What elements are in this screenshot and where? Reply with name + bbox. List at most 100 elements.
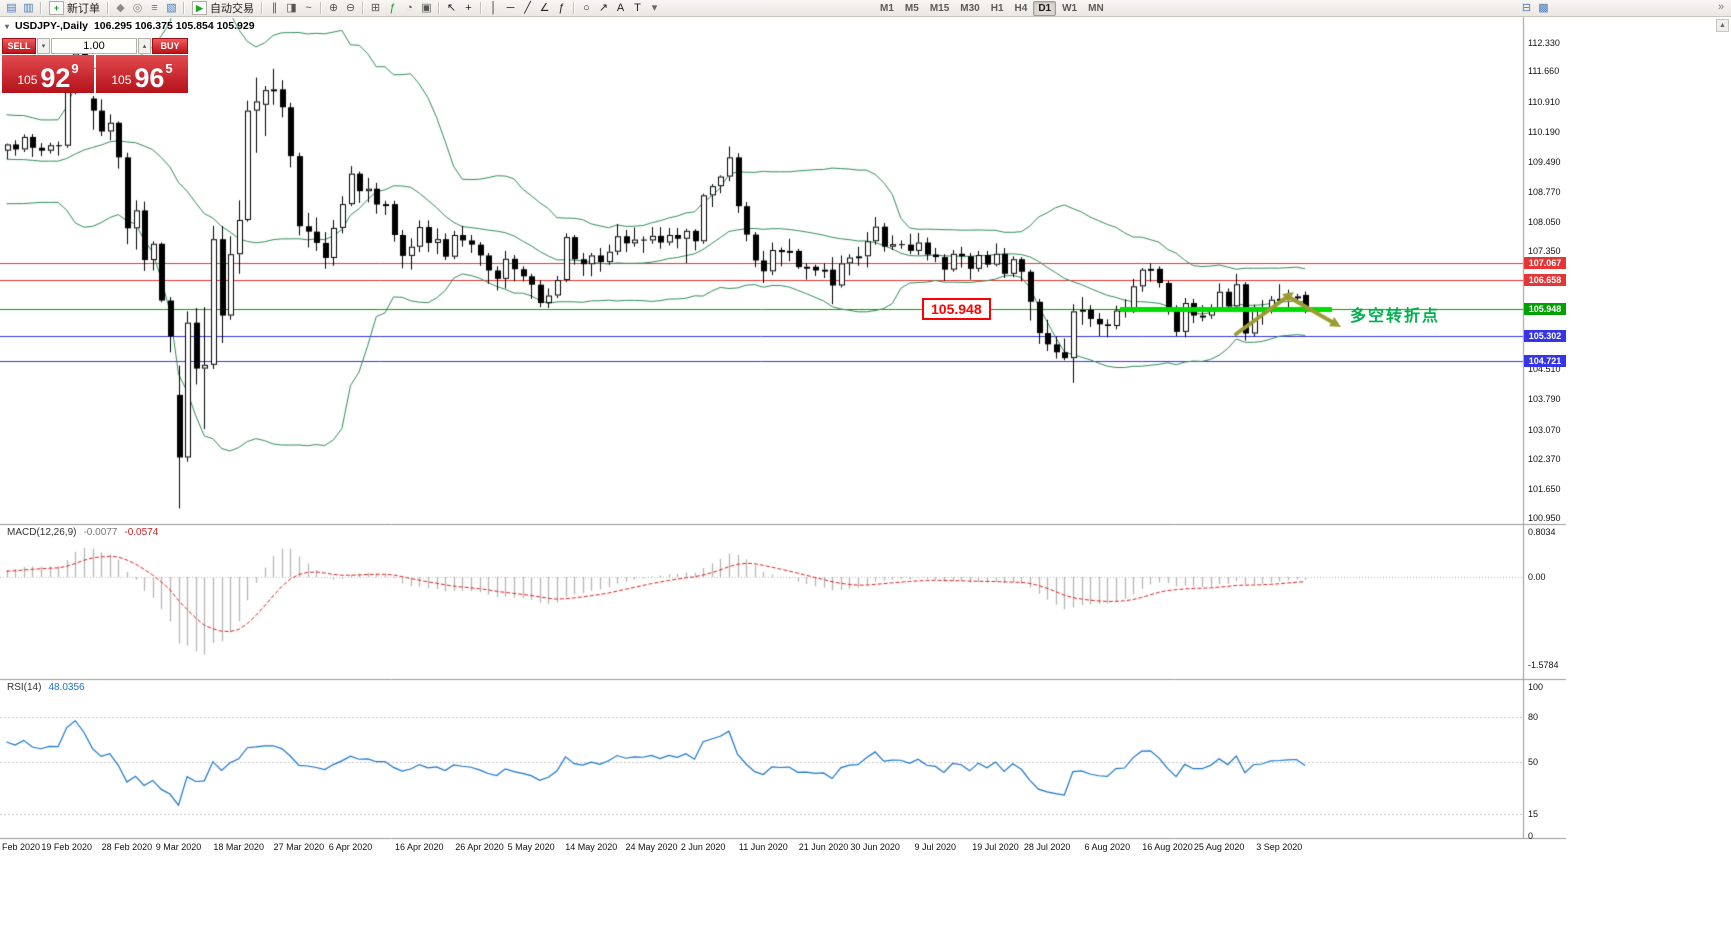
date-axis[interactable]: Feb 2020 19 Feb 2020 28 Feb 2020 9 Mar 2020… <box>0 839 1523 855</box>
equidistant-channel-icon[interactable]: ∠ <box>539 1 550 14</box>
toolbar-right-icons: ⊟ ▩ <box>1518 1 1552 16</box>
toolbar-overflow-icon[interactable]: » <box>1717 1 1725 13</box>
date-axis-label: 24 May 2020 <box>625 842 678 852</box>
buy-button[interactable]: BUY <box>152 38 188 54</box>
rsi-axis-label: 15 <box>1528 808 1539 819</box>
buy-price-button[interactable]: 105 96 5 <box>96 55 188 93</box>
window-cascade-icon[interactable]: ▩ <box>1538 2 1549 14</box>
price-axis-label: 109.490 <box>1528 156 1561 167</box>
vertical-line-icon[interactable]: │ <box>490 1 497 14</box>
timeframe-button-M15[interactable]: M15 <box>929 3 950 14</box>
date-axis-label: 30 Jun 2020 <box>850 842 900 852</box>
trendline-icon[interactable]: ╱ <box>524 1 531 14</box>
periods-icon[interactable]: ◔ <box>406 1 413 14</box>
price-axis-label: 112.330 <box>1528 38 1560 48</box>
buy-price-point: 5 <box>165 61 173 76</box>
timeframe-button-H4[interactable]: H4 <box>1014 3 1028 14</box>
price-axis-label: 101.650 <box>1528 483 1561 494</box>
buy-price-pips: 96 <box>134 63 165 94</box>
objects-list-icon[interactable]: ▾ <box>651 1 658 14</box>
fibonacci-icon[interactable]: ƒ <box>558 1 565 14</box>
timeframe-button-M5[interactable]: M5 <box>904 3 919 14</box>
autotrading-button[interactable]: ▶ 自动交易 <box>188 1 258 16</box>
zoom-out-icon[interactable]: ⊖ <box>345 1 356 14</box>
date-axis-label: Feb 2020 <box>2 842 41 852</box>
rsi-indicator-label: RSI(14) 48.0356 <box>7 682 85 693</box>
macd-signal-value: -0.0574 <box>124 527 159 538</box>
timeframe-button-M1[interactable]: M1 <box>880 3 894 14</box>
date-axis-label: 16 Apr 2020 <box>395 842 444 852</box>
rsi-title: RSI(14) <box>7 682 42 693</box>
price-line-tag: 107.067 <box>1524 256 1566 269</box>
text-icon[interactable]: A <box>616 1 625 14</box>
timeframe-button-D1[interactable]: D1 <box>1033 1 1057 16</box>
new-order-button[interactable]: + 新订单 <box>45 1 104 16</box>
tile-windows-icon[interactable]: ⊞ <box>370 1 381 14</box>
bar-chart-icon[interactable]: ∥ <box>271 1 278 14</box>
timeframe-button-MN[interactable]: MN <box>1088 3 1104 14</box>
chart-profiles-icon[interactable]: ▥ <box>23 1 34 14</box>
sell-price-bigfigure: 105 <box>17 73 38 87</box>
date-axis-label: 3 Sep 2020 <box>1256 842 1303 852</box>
timeframe-button-W1[interactable]: W1 <box>1062 3 1078 14</box>
rsi-axis-label: 80 <box>1528 711 1539 722</box>
options-icon[interactable]: ◎ <box>132 1 143 14</box>
templates-icon[interactable]: ▣ <box>421 1 432 14</box>
rsi-value: 48.0356 <box>48 682 85 693</box>
horizontal-line-icon[interactable]: ─ <box>506 1 515 14</box>
date-axis-label: 11 Jun 2020 <box>738 842 788 852</box>
symbol-ohlc: 106.295 106.375 105.854 105.929 <box>93 20 255 32</box>
price-annotation-label[interactable]: 105.948 <box>922 298 991 320</box>
date-axis-label: 9 Mar 2020 <box>155 842 202 852</box>
sell-price-point: 9 <box>71 61 79 76</box>
toolbar-separator <box>107 2 109 14</box>
date-axis-label: 19 Jul 2020 <box>972 842 1019 852</box>
symbol-name: USDJPY-,Daily <box>15 20 88 32</box>
cursor-icon[interactable]: ↖ <box>446 1 457 14</box>
date-axis-label: 26 Apr 2020 <box>455 842 504 852</box>
date-axis-label: 18 Mar 2020 <box>213 842 264 852</box>
date-axis-label: 6 Aug 2020 <box>1084 842 1131 852</box>
autotrading-button-label: 自动交易 <box>210 3 254 15</box>
metaeditor-icon[interactable]: ◆ <box>116 1 125 14</box>
volume-input[interactable] <box>51 38 137 54</box>
price-line-tag: 105.302 <box>1524 330 1566 343</box>
price-axis[interactable]: 112.330 111.660 110.910 110.190 109.490 108.7… <box>1523 17 1569 855</box>
candlestick-chart-icon[interactable]: ◨ <box>286 1 297 14</box>
new-chart-icon[interactable]: ▤ <box>6 1 17 14</box>
market-watch-icon[interactable]: ≡ <box>151 1 158 14</box>
turning-point-note[interactable]: 多空转折点 <box>1350 308 1441 325</box>
sell-price-button[interactable]: 105 92 9 <box>2 55 94 93</box>
price-axis-label: 102.370 <box>1528 453 1561 464</box>
price-line-tag: 105.948 <box>1524 303 1566 316</box>
rsi-axis-label: 100 <box>1528 682 1544 692</box>
line-chart-icon[interactable]: ~ <box>305 1 312 14</box>
volume-decrease-button[interactable]: ▾ <box>37 38 50 54</box>
navigator-icon[interactable]: ▧ <box>166 1 177 14</box>
crosshair-icon[interactable]: + <box>465 1 472 14</box>
toolbar-separator <box>183 2 185 14</box>
volume-increase-button[interactable]: ▴ <box>138 38 151 54</box>
timeframe-button-M30[interactable]: M30 <box>960 3 980 14</box>
text-label-icon[interactable]: T <box>634 1 641 14</box>
macd-axis-label: 0.8034 <box>1528 527 1556 537</box>
toolbar-separator <box>573 2 575 14</box>
arrows-icon[interactable]: ↗ <box>598 1 609 14</box>
scroll-up-button[interactable]: ▲ <box>1716 19 1729 32</box>
zoom-in-icon[interactable]: ⊕ <box>328 1 339 14</box>
toolbar-separator <box>40 2 42 14</box>
window-tile-icon[interactable]: ⊟ <box>1521 2 1532 14</box>
price-axis-label: 103.070 <box>1528 424 1561 435</box>
shapes-icon[interactable]: ○ <box>583 1 590 14</box>
price-axis-label: 110.190 <box>1528 127 1560 138</box>
sell-button[interactable]: SELL <box>2 38 36 54</box>
indicators-icon[interactable]: ƒ <box>389 1 396 14</box>
timeframe-button-H1[interactable]: H1 <box>990 3 1004 14</box>
date-axis-label: 19 Feb 2020 <box>41 842 92 852</box>
date-axis-label: 28 Feb 2020 <box>101 842 153 852</box>
date-axis-label: 27 Mar 2020 <box>273 842 325 852</box>
one-click-panel-toggle-icon[interactable]: ▾ <box>5 21 10 31</box>
rsi-axis-label: 0 <box>1528 831 1534 841</box>
price-line-tag: 104.721 <box>1524 354 1566 367</box>
